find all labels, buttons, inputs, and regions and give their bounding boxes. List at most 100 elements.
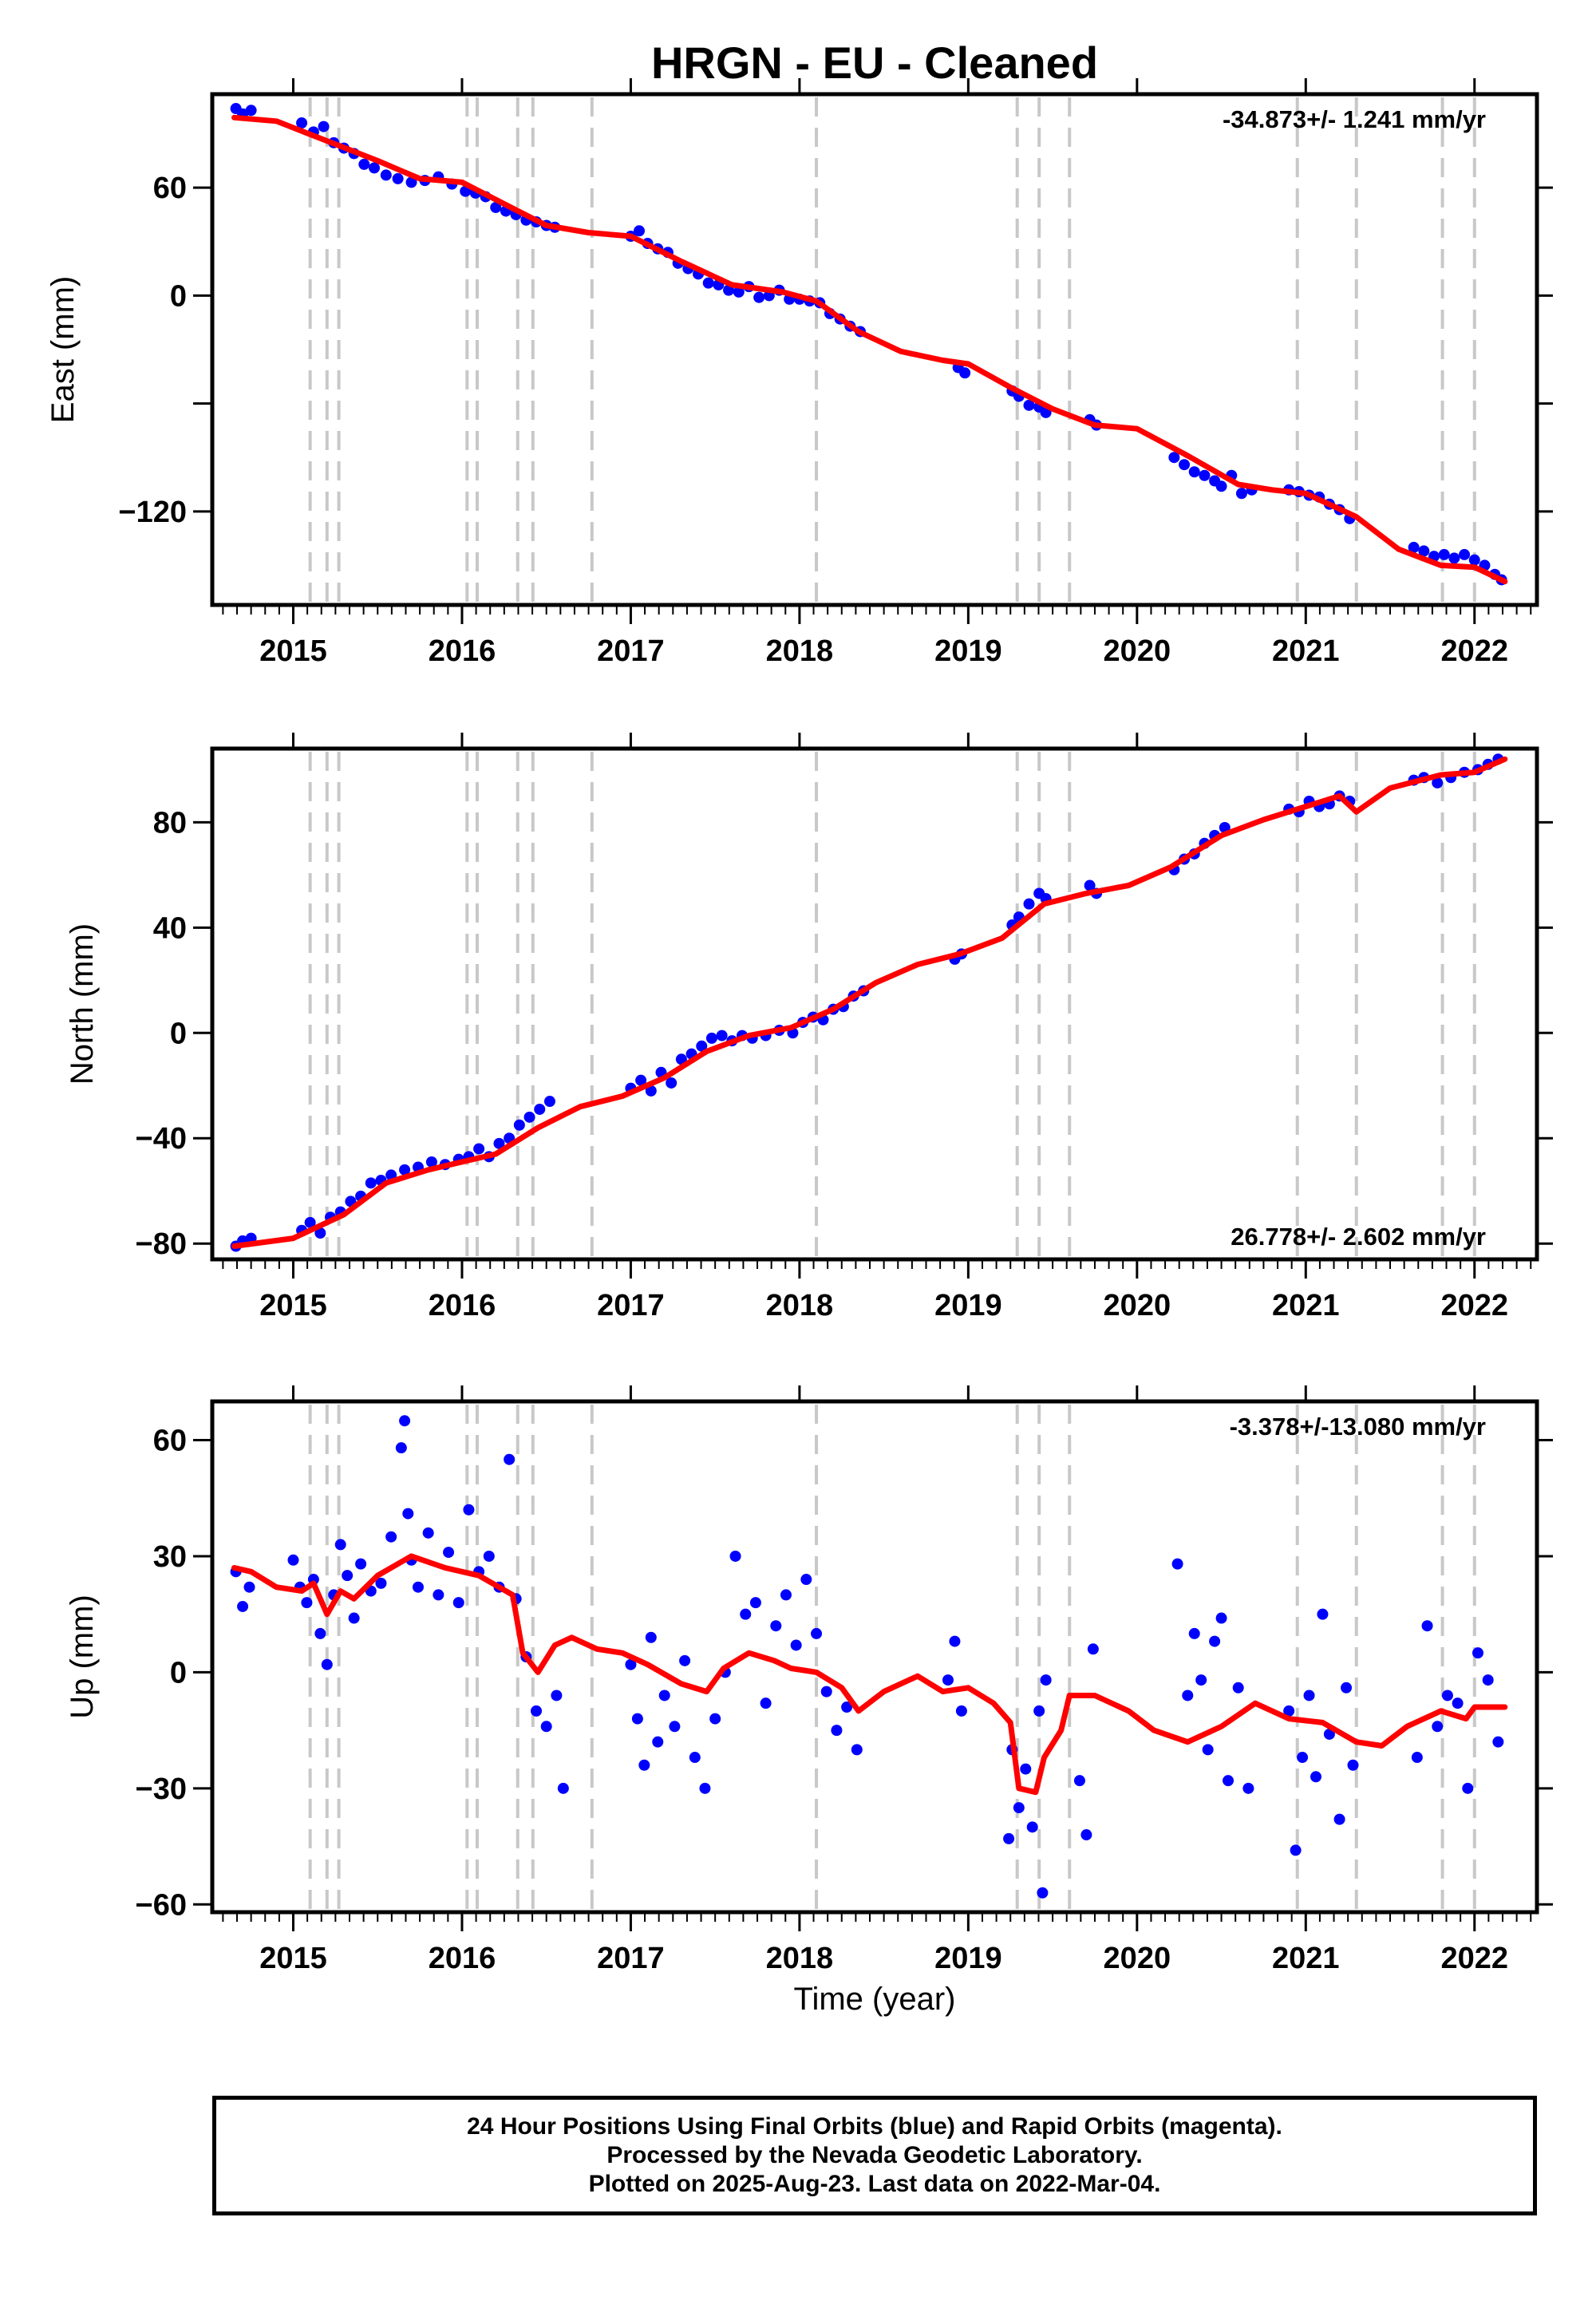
east-data-point-62 [1188, 466, 1200, 478]
up-data-point-18 [399, 1415, 411, 1427]
up-data-point-55 [790, 1639, 802, 1651]
east-data-point-77 [1418, 545, 1430, 557]
north-x-tick-label-6: 2021 [1272, 1289, 1340, 1322]
up-data-point-78 [1188, 1627, 1200, 1639]
east-data-point-3 [296, 117, 308, 129]
up-y-tick-label-1: 30 [153, 1540, 187, 1574]
east-data-point-28 [634, 225, 646, 237]
east-data-point-63 [1199, 469, 1211, 481]
footer-caption-box: 24 Hour Positions Using Final Orbits (bl… [212, 2096, 1537, 2215]
up-x-tick-label-6: 2021 [1272, 1942, 1340, 1975]
east-x-tick-label-7: 2022 [1440, 634, 1508, 668]
up-data-point-43 [669, 1721, 681, 1733]
east-data-point-76 [1408, 541, 1420, 553]
east-fit-line [231, 114, 1508, 585]
north-y-tick-label-4: −80 [136, 1227, 187, 1261]
up-data-point-100 [1452, 1697, 1464, 1709]
up-data-point-94 [1341, 1682, 1353, 1694]
up-data-point-28 [483, 1550, 495, 1562]
up-data-point-98 [1432, 1721, 1444, 1733]
panel-north: 2015 2016 2017 2018 2019 2020 2021 2022 80 40 0 −40… [65, 733, 1553, 1322]
up-data-point-13 [355, 1558, 367, 1570]
east-data-point-9 [358, 158, 370, 170]
north-y-axis-label: North (mm) [65, 923, 100, 1085]
up-data-point-12 [348, 1612, 360, 1624]
up-data-point-51 [749, 1597, 761, 1609]
up-data-point-37 [625, 1658, 637, 1670]
north-x-tick-label-5: 2020 [1104, 1289, 1171, 1322]
up-data-point-79 [1195, 1674, 1207, 1686]
up-fit-line [231, 1553, 1508, 1796]
up-data-point-1 [237, 1600, 249, 1612]
east-y-axis-label: East (mm) [45, 276, 81, 423]
up-data-point-25 [452, 1597, 464, 1609]
north-data-point-57 [1084, 879, 1096, 891]
north-y-tick-label-2: 0 [170, 1017, 187, 1050]
up-data-point-21 [412, 1581, 424, 1593]
up-data-point-82 [1215, 1612, 1227, 1624]
north-data-point-24 [523, 1111, 535, 1123]
up-data-point-77 [1182, 1690, 1194, 1701]
east-y-tick-label-2: −120 [118, 496, 187, 529]
up-data-point-38 [631, 1713, 643, 1725]
east-data-point-79 [1438, 548, 1450, 560]
up-data-point-83 [1223, 1775, 1235, 1787]
north-data-point-74 [1432, 777, 1444, 788]
east-data-point-20 [490, 201, 502, 213]
up-data-point-97 [1421, 1620, 1433, 1632]
east-x-tick-label-2: 2017 [597, 634, 665, 668]
panel-east: 2015 2016 2017 2018 2019 2020 2021 2022 60 0 −120 E… [45, 78, 1553, 668]
up-data-point-101 [1462, 1782, 1474, 1794]
up-x-tick-label-4: 2019 [934, 1942, 1002, 1975]
east-data-point-35 [702, 277, 714, 289]
east-x-tick-label-5: 2020 [1104, 634, 1171, 668]
up-data-point-34 [540, 1721, 552, 1733]
up-data-point-56 [800, 1574, 812, 1586]
north-x-tick-label-0: 2015 [259, 1289, 327, 1322]
up-data-point-39 [638, 1759, 650, 1771]
up-x-tick-label-2: 2017 [597, 1942, 665, 1975]
up-x-tick-label-5: 2020 [1104, 1942, 1171, 1975]
north-data-point-13 [399, 1164, 411, 1176]
up-data-point-30 [504, 1453, 516, 1465]
up-data-point-5 [301, 1597, 313, 1609]
east-plot-frame [210, 92, 1539, 607]
east-data-point-60 [1168, 452, 1180, 464]
east-data-point-10 [369, 162, 381, 174]
up-data-point-60 [841, 1701, 853, 1713]
up-rate-label: -3.378+/-13.080 mm/yr [1230, 1413, 1486, 1441]
east-data-point-40 [753, 291, 765, 303]
east-y-tick-label-0: 60 [153, 172, 187, 205]
east-data-point-2 [245, 105, 257, 117]
up-data-point-26 [463, 1504, 475, 1516]
up-data-point-59 [831, 1725, 843, 1737]
up-data-point-52 [760, 1697, 772, 1709]
east-data-point-52 [959, 367, 971, 379]
up-data-point-57 [811, 1627, 823, 1639]
north-plot-frame [210, 746, 1539, 1262]
east-data-point-12 [392, 172, 404, 184]
up-data-point-64 [955, 1705, 967, 1717]
up-data-point-99 [1441, 1690, 1453, 1701]
east-x-tick-label-6: 2021 [1272, 634, 1340, 668]
up-data-point-54 [780, 1589, 792, 1601]
east-data-point-81 [1459, 548, 1471, 560]
north-data-point-29 [645, 1085, 657, 1097]
up-data-point-71 [1037, 1887, 1049, 1899]
north-data-point-35 [705, 1032, 717, 1044]
up-data-point-10 [334, 1539, 346, 1551]
up-data-point-93 [1333, 1813, 1345, 1825]
up-data-point-92 [1323, 1728, 1335, 1740]
up-y-tick-label-0: 60 [153, 1424, 187, 1457]
north-data-point-19 [473, 1143, 485, 1155]
east-x-tick-label-1: 2016 [429, 634, 496, 668]
east-data-point-65 [1215, 480, 1227, 492]
up-data-point-62 [942, 1674, 954, 1686]
east-data-point-80 [1448, 552, 1460, 564]
east-data-point-11 [380, 169, 392, 181]
up-data-point-40 [645, 1631, 657, 1643]
north-data-point-26 [543, 1096, 555, 1108]
up-data-point-41 [652, 1736, 664, 1748]
up-data-point-42 [658, 1690, 670, 1701]
up-data-point-2 [243, 1581, 255, 1593]
